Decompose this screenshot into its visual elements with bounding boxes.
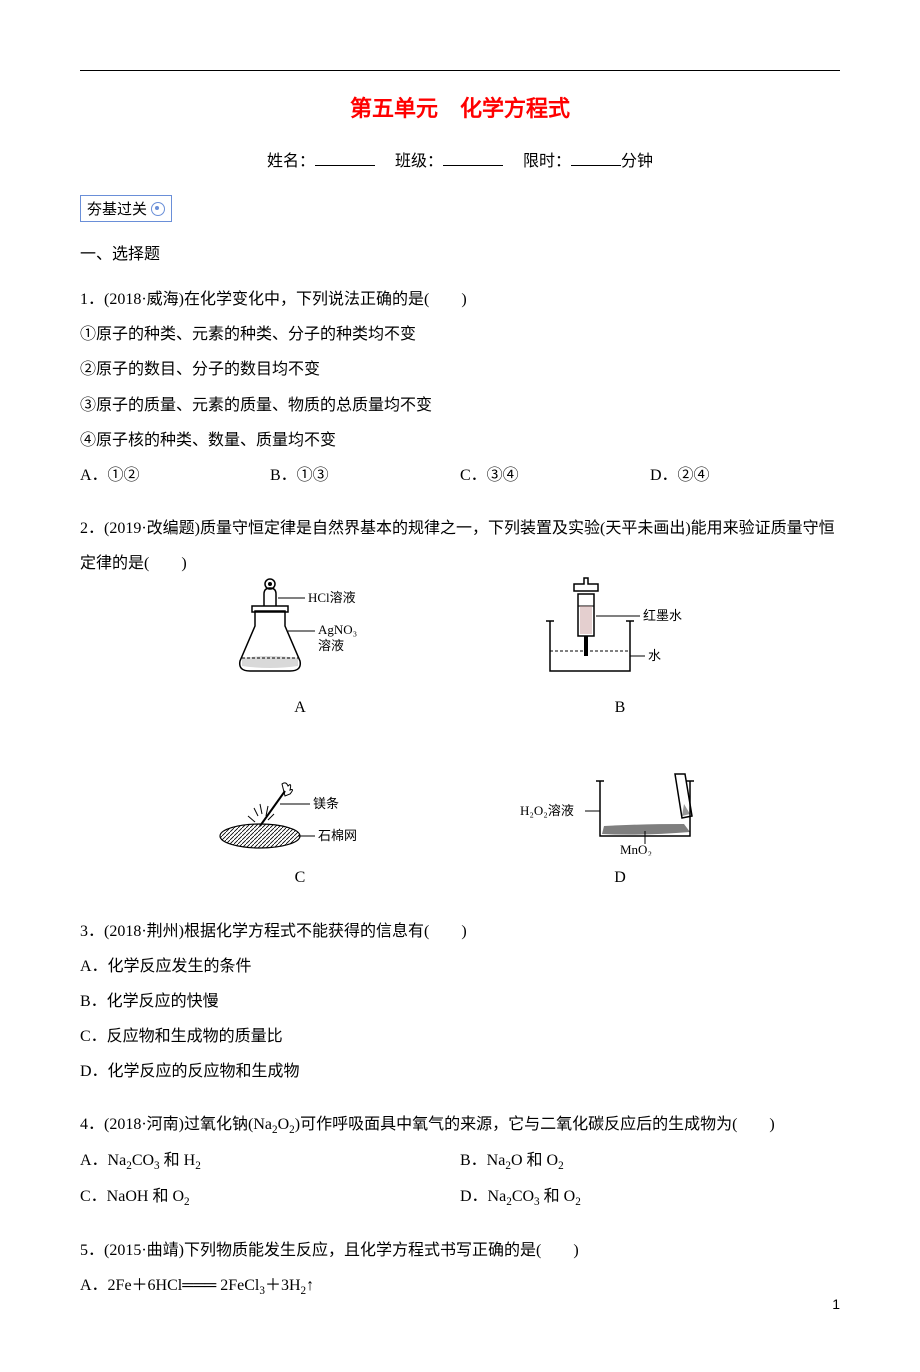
q4-option-c: C．NaOH 和 O2 xyxy=(80,1179,460,1215)
section-badge: 夯基过关 xyxy=(80,195,172,222)
figure-c: 镁条 石棉网 C xyxy=(200,766,400,896)
q1-option-d: D．②④ xyxy=(650,458,840,493)
flask-icon: HCl溶液 AgNO₃ 溶液 xyxy=(220,576,380,686)
class-label: 班级： xyxy=(395,153,443,170)
figure-a: HCl溶液 AgNO₃ 溶液 A xyxy=(200,596,400,726)
q3-option-d: D．化学反应的反应物和生成物 xyxy=(80,1054,840,1089)
figA-label-2: AgNO₃ xyxy=(318,622,357,637)
q1-statement-4: ④原子核的种类、数量、质量均不变 xyxy=(80,423,840,458)
burning-mg-icon: 镁条 石棉网 xyxy=(210,756,390,856)
q1-option-b: B．①③ xyxy=(270,458,460,493)
q5-stem: 5．(2015·曲靖)下列物质能发生反应，且化学方程式书写正确的是( ) xyxy=(80,1233,840,1268)
q1-option-c: C．③④ xyxy=(460,458,650,493)
question-5: 5．(2015·曲靖)下列物质能发生反应，且化学方程式书写正确的是( ) A．2… xyxy=(80,1233,840,1304)
page-title: 第五单元 化学方程式 xyxy=(80,91,840,123)
q4-option-b: B．Na2O 和 O2 xyxy=(460,1143,840,1179)
student-form-line: 姓名： 班级： 限时： 分钟 xyxy=(80,147,840,171)
question-1: 1．(2018·威海)在化学变化中，下列说法正确的是( ) ①原子的种类、元素的… xyxy=(80,282,840,493)
beaker-reagent-icon: H₂O₂溶液 MnO₂ xyxy=(520,766,720,856)
figC-label-1: 镁条 xyxy=(313,796,339,811)
figD-caption: D xyxy=(614,860,626,895)
q1-statement-3: ③原子的质量、元素的质量、物质的总质量均不变 xyxy=(80,388,840,423)
q1-statement-2: ②原子的数目、分子的数目均不变 xyxy=(80,352,840,387)
figure-d: H₂O₂溶液 MnO₂ D xyxy=(520,766,720,896)
figB-caption: B xyxy=(615,690,626,725)
q1-option-a: A．①② xyxy=(80,458,270,493)
figure-b: 红墨水 水 B xyxy=(520,596,720,726)
figD-label-2: MnO₂ xyxy=(620,842,652,856)
question-3: 3．(2018·荆州)根据化学方程式不能获得的信息有( ) A．化学反应发生的条… xyxy=(80,914,840,1090)
figB-label-1: 红墨水 xyxy=(643,608,682,623)
name-blank[interactable] xyxy=(315,150,375,166)
q5-option-a: A．2Fe＋6HCl═══ 2FeCl3＋3H2↑ xyxy=(80,1268,840,1304)
q2-stem: 2．(2019·改编题)质量守恒定律是自然界基本的规律之一，下列装置及实验(天平… xyxy=(80,511,840,581)
time-blank[interactable] xyxy=(571,150,621,166)
q3-stem: 3．(2018·荆州)根据化学方程式不能获得的信息有( ) xyxy=(80,914,840,949)
q3-option-c: C．反应物和生成物的质量比 xyxy=(80,1019,840,1054)
question-4: 4．(2018·河南)过氧化钠(Na2O2)可作呼吸面具中氧气的来源，它与二氧化… xyxy=(80,1107,840,1214)
figD-label-1: H₂O₂溶液 xyxy=(520,803,574,818)
badge-circle-icon xyxy=(151,202,165,216)
q4-option-d: D．Na2CO3 和 O2 xyxy=(460,1179,840,1215)
figA-label-3: 溶液 xyxy=(318,638,344,653)
q1-stem: 1．(2018·威海)在化学变化中，下列说法正确的是( ) xyxy=(80,282,840,317)
figA-label-1: HCl溶液 xyxy=(308,590,356,605)
section-badge-text: 夯基过关 xyxy=(87,198,147,219)
question-2: 2．(2019·改编题)质量守恒定律是自然界基本的规律之一，下列装置及实验(天平… xyxy=(80,511,840,895)
figC-label-2: 石棉网 xyxy=(318,828,357,843)
page-number: 1 xyxy=(832,1296,840,1312)
figB-label-2: 水 xyxy=(648,648,661,663)
beaker-syringe-icon: 红墨水 水 xyxy=(530,576,710,686)
time-unit: 分钟 xyxy=(621,153,653,170)
name-label: 姓名： xyxy=(267,153,315,170)
q4-stem: 4．(2018·河南)过氧化钠(Na2O2)可作呼吸面具中氧气的来源，它与二氧化… xyxy=(80,1107,840,1143)
q1-statement-1: ①原子的种类、元素的种类、分子的种类均不变 xyxy=(80,317,840,352)
figC-caption: C xyxy=(295,860,306,895)
time-label: 限时： xyxy=(523,153,571,170)
section-heading: 一、选择题 xyxy=(80,240,840,264)
q4-option-a: A．Na2CO3 和 H2 xyxy=(80,1143,460,1179)
q3-option-b: B．化学反应的快慢 xyxy=(80,984,840,1019)
q3-option-a: A．化学反应发生的条件 xyxy=(80,949,840,984)
class-blank[interactable] xyxy=(443,150,503,166)
figA-caption: A xyxy=(294,690,306,725)
